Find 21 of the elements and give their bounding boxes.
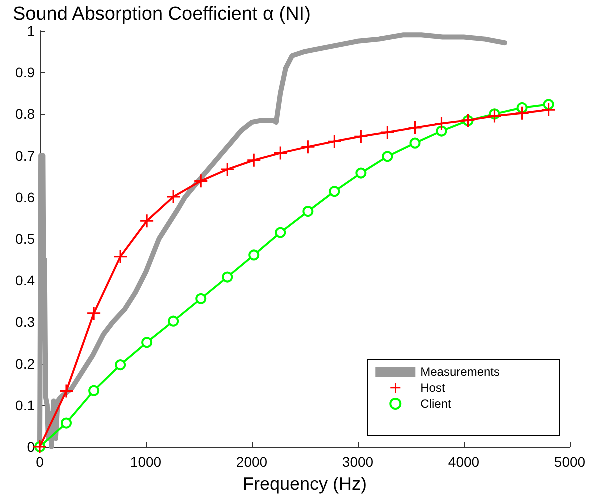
x-axis-title: Frequency (Hz) (242, 474, 368, 494)
chart-title: Sound Absorption Coefficient α (NI) (13, 4, 311, 25)
legend-label: Host (420, 381, 446, 395)
legend-label: Client (420, 397, 452, 411)
y-tick-label: 0.4 (16, 272, 36, 289)
x-tick-label: 1000 (130, 454, 162, 470)
y-tick-label: 0.5 (16, 231, 36, 247)
legend-label: Measurements (420, 365, 500, 379)
y-tick-label: 0.2 (16, 356, 36, 372)
x-tick-label: 4000 (448, 454, 480, 470)
y-tick-label: 0.1 (16, 397, 36, 414)
y-tick-label: 0.7 (16, 148, 36, 164)
y-tick-label: 0 (27, 439, 36, 455)
y-tick-label: 0.9 (16, 64, 36, 81)
x-tick-label: 3000 (342, 454, 374, 470)
y-tick-label: 1 (27, 23, 36, 39)
y-tick-label: 0.3 (16, 314, 36, 330)
x-tick-label: 5000 (554, 454, 586, 470)
x-tick-label: 2000 (236, 454, 268, 470)
y-tick-label: 0.8 (16, 106, 36, 122)
y-tick-label: 0.6 (16, 189, 36, 206)
